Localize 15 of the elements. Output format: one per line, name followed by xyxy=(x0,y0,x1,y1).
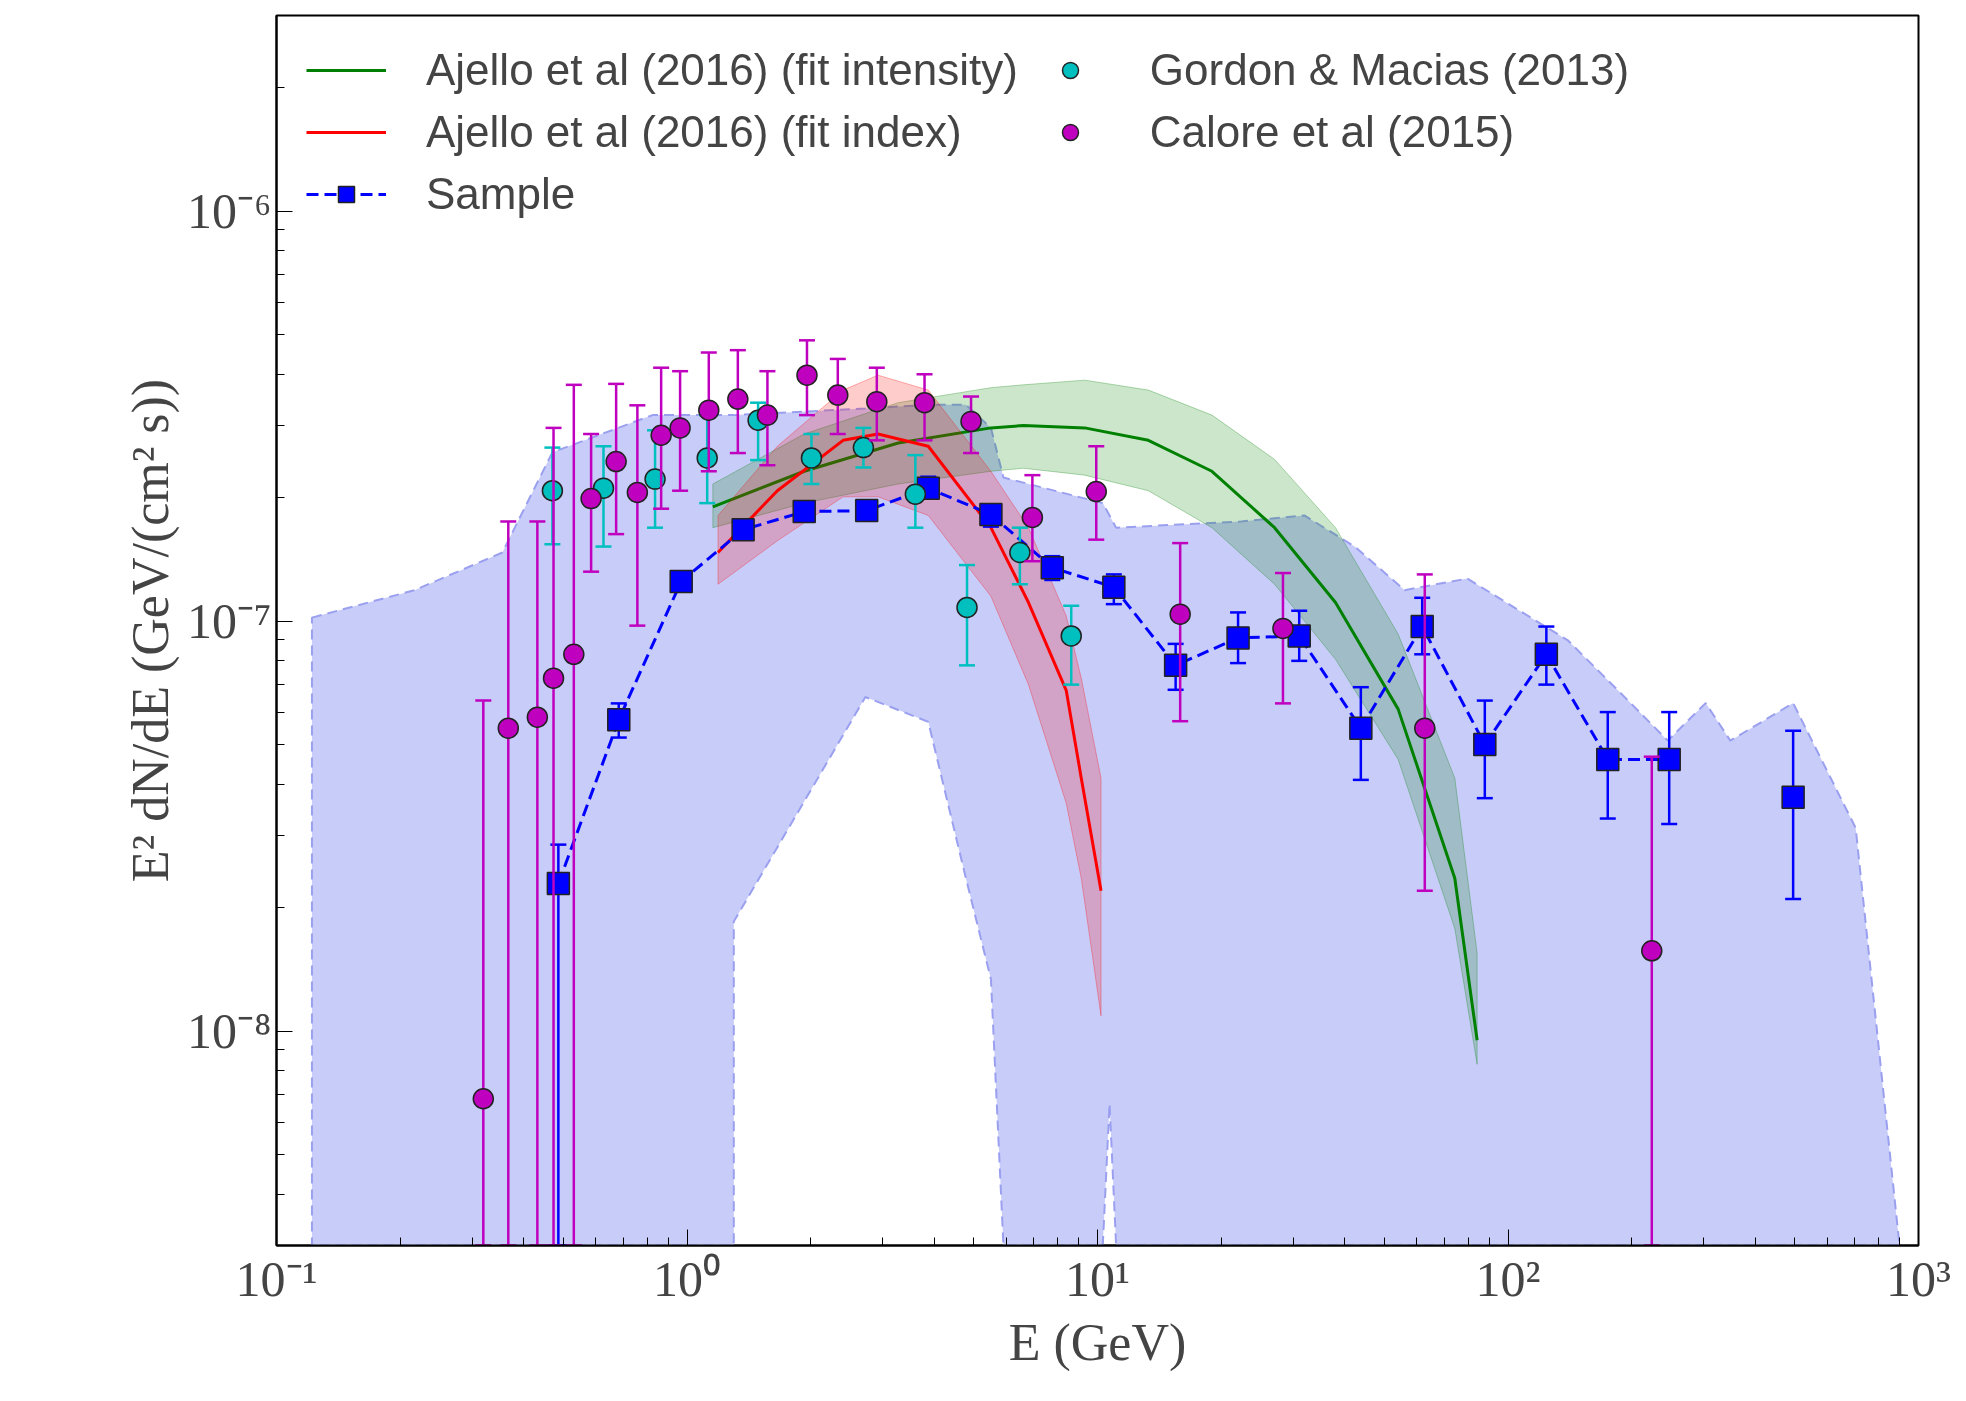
x-tick-label: 10⁻¹ xyxy=(235,1250,318,1307)
legend-label: Calore et al (2015) xyxy=(1149,107,1515,157)
x-tick-label: 10⁰ xyxy=(653,1250,721,1307)
y-axis-title: E² dN/dE (GeV/(cm² s)) xyxy=(122,378,181,883)
legend-label: Ajello et al (2016) (fit index) xyxy=(426,107,962,157)
legend-label: Ajello et al (2016) (fit intensity) xyxy=(426,45,1018,95)
y-tick-label: 10⁻⁸ xyxy=(187,1003,272,1060)
x-axis-title: E (GeV) xyxy=(1008,1313,1187,1372)
y-tick-label: 10⁻⁶ xyxy=(187,183,272,240)
legend-label: Gordon & Macias (2013) xyxy=(1149,45,1630,95)
legend-label: Sample xyxy=(426,169,576,219)
x-tick-label: 10³ xyxy=(1886,1250,1951,1307)
x-tick-label: 10² xyxy=(1475,1250,1541,1307)
x-tick-label: 10¹ xyxy=(1065,1250,1130,1307)
y-tick-label: 10⁻⁷ xyxy=(187,593,272,650)
